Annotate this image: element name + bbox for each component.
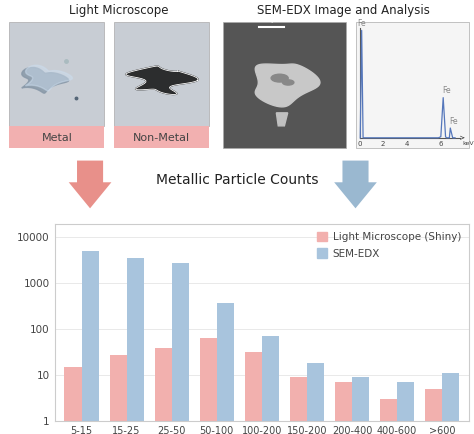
- Bar: [262, 336, 279, 434]
- Bar: [245, 352, 262, 434]
- Bar: [9, 126, 104, 148]
- Bar: [127, 258, 144, 434]
- Circle shape: [283, 80, 294, 85]
- Bar: [200, 338, 217, 434]
- Text: Metallic Particle Counts: Metallic Particle Counts: [156, 173, 318, 187]
- Polygon shape: [26, 65, 73, 91]
- Text: SEM-EDX Image and Analysis: SEM-EDX Image and Analysis: [257, 4, 430, 17]
- Bar: [114, 22, 209, 126]
- Text: 50 μm: 50 μm: [259, 14, 284, 23]
- Text: Metal: Metal: [41, 133, 73, 143]
- Legend: Light Microscope (Shiny), SEM-EDX: Light Microscope (Shiny), SEM-EDX: [314, 229, 464, 262]
- Circle shape: [271, 74, 288, 82]
- Bar: [223, 22, 346, 148]
- Bar: [155, 349, 172, 434]
- Text: Fe: Fe: [449, 117, 458, 126]
- Bar: [356, 22, 469, 148]
- Bar: [380, 399, 397, 434]
- Text: 6: 6: [438, 141, 443, 148]
- FancyArrow shape: [334, 161, 377, 208]
- Text: Fe: Fe: [442, 86, 450, 95]
- FancyArrow shape: [69, 161, 111, 208]
- Bar: [290, 377, 307, 434]
- Bar: [442, 373, 459, 434]
- Bar: [172, 263, 189, 434]
- Bar: [397, 382, 414, 434]
- Text: 2: 2: [381, 141, 385, 148]
- Polygon shape: [126, 66, 198, 95]
- Bar: [425, 389, 442, 434]
- Polygon shape: [276, 113, 288, 126]
- Polygon shape: [255, 64, 320, 107]
- Bar: [114, 126, 209, 148]
- Text: 4: 4: [404, 141, 409, 148]
- Bar: [64, 367, 82, 434]
- Text: Non-Metal: Non-Metal: [133, 133, 190, 143]
- Bar: [307, 363, 324, 434]
- Text: keV: keV: [462, 141, 474, 146]
- Text: Fe: Fe: [357, 19, 366, 28]
- Bar: [82, 251, 99, 434]
- Polygon shape: [22, 67, 69, 93]
- Text: Light Microscope: Light Microscope: [69, 4, 168, 17]
- Bar: [109, 355, 127, 434]
- Bar: [335, 382, 352, 434]
- Bar: [352, 377, 369, 434]
- Text: 0: 0: [358, 141, 363, 148]
- Bar: [217, 302, 234, 434]
- Bar: [9, 22, 104, 126]
